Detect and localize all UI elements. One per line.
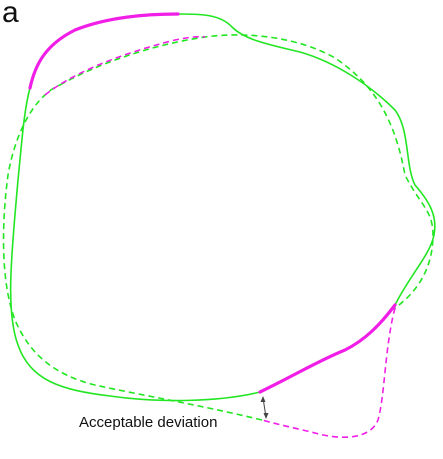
- solid-contour-magenta-bottom: [258, 303, 397, 394]
- solid-contour-magenta-top: [28, 12, 180, 90]
- deviation-arrow: [260, 396, 269, 419]
- acceptable-deviation-label: Acceptable deviation: [79, 414, 218, 431]
- dashed-contour-magenta-bottom: [261, 307, 396, 438]
- dashed-contour-magenta-top: [44, 35, 206, 96]
- solid-contour-green: [9, 13, 436, 402]
- dashed-contour-green: [2, 34, 434, 421]
- panel-label: a: [2, 0, 19, 29]
